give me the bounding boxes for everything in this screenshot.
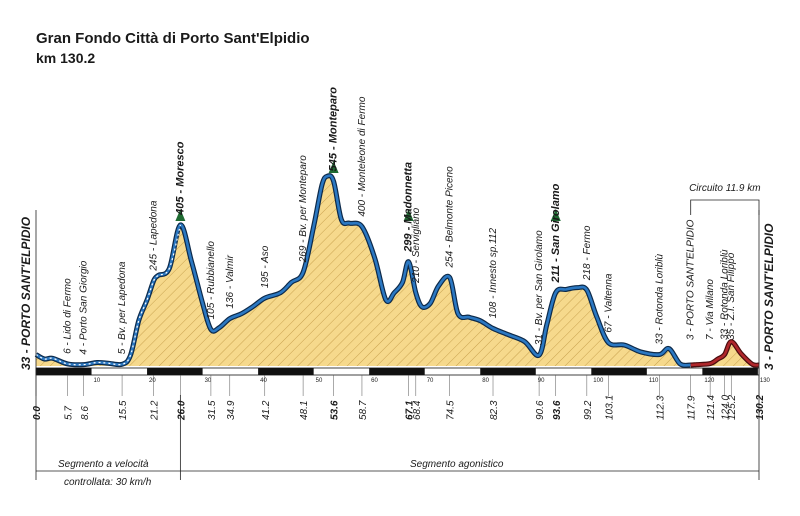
segment-controlled-label: Segmento a velocità xyxy=(58,459,149,470)
x-tick-label: 10 xyxy=(94,378,101,384)
waypoint-label: 6 - Lido di Fermo xyxy=(63,278,74,354)
summit-marker xyxy=(550,209,561,221)
chart-subtitle: km 130.2 xyxy=(36,50,96,66)
waypoint-label: 405 - Moresco xyxy=(174,141,186,216)
waypoint-km-label: 124.0 xyxy=(721,395,732,420)
waypoint-label: 269 - Bv. per Monteparo xyxy=(298,155,309,264)
waypoint-label: 33 - Rotonda Loriblù xyxy=(720,249,731,340)
waypoint-km-label: 48.1 xyxy=(299,401,310,420)
circuit-line xyxy=(690,340,760,367)
x-tick-label: 30 xyxy=(205,378,212,384)
waypoint-label: 67 - Valtenna xyxy=(604,273,615,333)
waypoint-label: 136 - Valmir xyxy=(225,254,236,308)
waypoint-label: 33 - PORTO SANT'ELPIDIO xyxy=(19,216,33,370)
distance-bar-block xyxy=(480,368,536,375)
waypoint-label: 210 - Servigliano xyxy=(411,207,422,283)
x-tick-label: 130 xyxy=(760,378,771,384)
waypoint-km-label: 5.7 xyxy=(64,406,75,420)
circuit-label: Circuito 11.9 km xyxy=(689,183,761,194)
waypoint-km-label: 58.7 xyxy=(358,400,369,420)
x-tick-label: 90 xyxy=(538,378,545,384)
waypoint-label: 218 - Fermo xyxy=(582,225,593,281)
distance-bar-block xyxy=(36,368,92,375)
waypoint-km-label: 68.4 xyxy=(412,400,423,420)
waypoint-label: 108 - Innesto sp.112 xyxy=(488,228,499,319)
waypoint-km-label: 15.5 xyxy=(118,400,129,420)
x-tick-label: 80 xyxy=(482,378,489,384)
waypoint-label: 3 - PORTO SANT'ELPIDIO xyxy=(762,223,776,370)
waypoint-label: 31 - Bv. per San Girolamo xyxy=(534,230,545,345)
waypoint-label: 4 - Porto San Giorgio xyxy=(79,260,90,354)
waypoint-km-label: 53.6 xyxy=(330,400,341,420)
waypoint-km-label: 125.2 xyxy=(727,395,738,420)
waypoint-km-label: 67.1 xyxy=(405,400,416,420)
distance-bar-block xyxy=(369,368,425,375)
distance-bar-block xyxy=(702,368,758,375)
waypoint-km-label: 130.2 xyxy=(755,395,766,420)
waypoint-km-label: 112.3 xyxy=(656,395,667,420)
waypoint-km-label: 21.2 xyxy=(150,400,161,421)
x-tick-label: 20 xyxy=(149,378,156,384)
segment-agonistic-label: Segmento agonistico xyxy=(410,459,504,470)
waypoint-label: 400 - Monteleone di Fermo xyxy=(357,96,368,217)
waypoint-km-label: 103.1 xyxy=(605,395,616,420)
waypoint-label: 35 - Z.I. San Filippo xyxy=(726,252,737,340)
chart-title: Gran Fondo Città di Porto Sant'Elpidio xyxy=(36,30,310,47)
waypoint-km-label: 8.6 xyxy=(80,406,91,420)
waypoint-km-label: 34.9 xyxy=(226,400,237,420)
waypoint-km-label: 121.4 xyxy=(706,395,717,420)
waypoint-label: 195 - Aso xyxy=(260,245,271,288)
distance-bar-block xyxy=(258,368,314,375)
x-tick-label: 40 xyxy=(260,378,267,384)
waypoint-label: 33 - Rotonda Loriblù xyxy=(655,253,666,344)
waypoint-label: 545 - Monteparo xyxy=(328,87,340,172)
waypoint-label: 245 - Lapedona xyxy=(149,200,160,272)
waypoint-km-label: 82.3 xyxy=(489,400,500,420)
distance-bar-block xyxy=(591,368,647,375)
x-tick-label: 50 xyxy=(316,378,323,384)
waypoint-km-label: 93.6 xyxy=(552,400,563,420)
x-tick-label: 100 xyxy=(593,378,604,384)
summit-marker xyxy=(175,209,186,221)
waypoint-km-label: 117.9 xyxy=(687,395,698,420)
waypoint-km-label: 0.0 xyxy=(32,406,43,420)
waypoint-km-label: 26.0 xyxy=(176,400,187,421)
waypoint-km-label: 31.5 xyxy=(207,400,218,420)
waypoint-label: 299 - Madonnetta xyxy=(403,162,415,253)
waypoint-label: 7 - Via Milano xyxy=(705,279,716,340)
summit-marker xyxy=(403,209,414,221)
waypoint-km-label: 90.6 xyxy=(535,400,546,420)
x-tick-label: 120 xyxy=(704,378,715,384)
waypoint-label: 105 - Rubbianello xyxy=(206,241,217,320)
distance-bar-block xyxy=(147,368,203,375)
waypoint-km-label: 74.5 xyxy=(446,400,457,420)
waypoint-label: 211 - San Girolamo xyxy=(550,183,562,283)
segment-controlled-label-2: controllata: 30 km/h xyxy=(64,477,152,488)
profile-area xyxy=(36,175,759,366)
x-tick-label: 60 xyxy=(371,378,378,384)
x-tick-label: 110 xyxy=(649,378,659,384)
circuit-bracket xyxy=(690,199,760,215)
x-tick-label: 70 xyxy=(427,378,434,384)
summit-marker xyxy=(328,161,339,173)
waypoint-km-label: 99.2 xyxy=(583,400,594,420)
waypoint-label: 254 - Belmonte Piceno xyxy=(445,166,456,269)
waypoint-label: 5 - Bv. per Lapedona xyxy=(117,261,128,354)
waypoint-label: 3 - PORTO SANT'ELPIDIO xyxy=(686,219,697,340)
neutral-segment-dots xyxy=(35,224,181,366)
waypoint-km-label: 41.2 xyxy=(261,400,272,420)
